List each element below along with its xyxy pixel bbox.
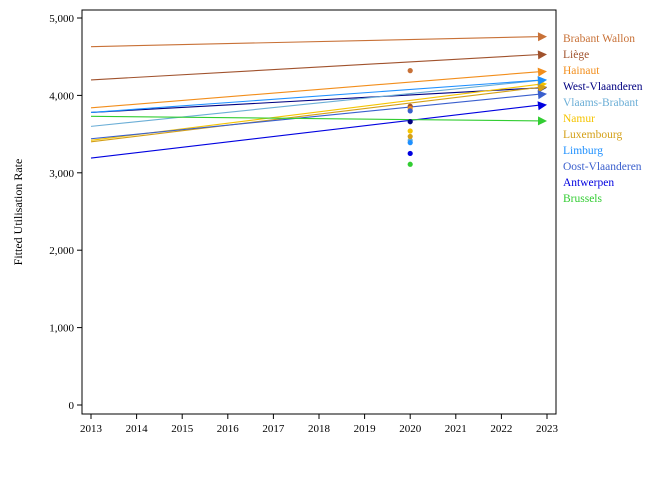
x-axis: 2013 2014 2015 2016 2017 2018 2019 2020 2021 2022… bbox=[80, 414, 559, 435]
series-line bbox=[90, 79, 544, 113]
y-tick-label: 5,000 bbox=[49, 13, 74, 25]
observed-point bbox=[407, 133, 413, 140]
observed-point bbox=[407, 140, 413, 146]
series-arrowhead bbox=[537, 90, 547, 100]
legend-entry: Brussels bbox=[563, 193, 603, 205]
series-lines bbox=[90, 32, 547, 159]
observed-points bbox=[407, 68, 413, 167]
series-line bbox=[90, 70, 544, 109]
series-line bbox=[90, 79, 544, 127]
series-arrowhead bbox=[537, 67, 547, 77]
series-line bbox=[90, 115, 544, 122]
legend-entry: Hainaut bbox=[563, 65, 600, 77]
x-tick-label: 2015 bbox=[171, 423, 194, 435]
observed-point bbox=[407, 119, 413, 125]
x-tick-label: 2020 bbox=[399, 423, 422, 435]
x-tick-label: 2019 bbox=[354, 423, 377, 435]
y-axis: 0 1,000 2,000 3,000 4,000 5,000 bbox=[49, 13, 82, 412]
observed-point bbox=[407, 150, 413, 157]
x-tick-label: 2016 bbox=[217, 423, 240, 435]
legend-entry: Namur bbox=[563, 113, 595, 125]
legend-entry: West-Vlaanderen bbox=[563, 81, 643, 93]
series-line bbox=[90, 36, 544, 48]
x-tick-label: 2023 bbox=[536, 423, 559, 435]
legend-entry: Limburg bbox=[563, 145, 603, 157]
y-axis-label: Fitted Utilisation Rate bbox=[11, 159, 25, 266]
series-arrowhead bbox=[537, 116, 547, 126]
observed-point bbox=[407, 161, 413, 167]
x-tick-label: 2018 bbox=[308, 423, 331, 435]
x-tick-label: 2021 bbox=[445, 423, 467, 435]
x-tick-label: 2013 bbox=[80, 423, 103, 435]
plot-frame bbox=[81, 9, 557, 415]
y-tick-label: 0 bbox=[69, 400, 75, 412]
x-tick-label: 2022 bbox=[490, 423, 512, 435]
series-arrowhead bbox=[537, 83, 547, 93]
series-line bbox=[90, 86, 544, 143]
series-arrowhead bbox=[537, 76, 547, 86]
series-arrowhead bbox=[537, 101, 547, 111]
x-tick-label: 2017 bbox=[262, 423, 285, 435]
legend: Brabant Wallon Liège Hainaut West-Vlaandere… bbox=[563, 33, 643, 205]
series-arrowhead bbox=[537, 32, 547, 42]
observed-point bbox=[407, 108, 413, 114]
y-tick-label: 2,000 bbox=[49, 245, 74, 257]
y-tick-label: 4,000 bbox=[49, 90, 74, 102]
series-line bbox=[90, 53, 544, 81]
observed-point bbox=[407, 68, 413, 74]
legend-entry: Liège bbox=[563, 49, 589, 61]
y-tick-label: 3,000 bbox=[49, 168, 74, 180]
x-tick-label: 2014 bbox=[126, 423, 149, 435]
legend-entry: Luxembourg bbox=[563, 129, 622, 141]
series-line bbox=[90, 104, 544, 159]
legend-entry: Brabant Wallon bbox=[563, 33, 635, 45]
legend-entry: Oost-Vlaanderen bbox=[563, 161, 642, 173]
observed-point bbox=[407, 128, 413, 134]
legend-entry: Antwerpen bbox=[563, 177, 614, 189]
series-line bbox=[90, 87, 544, 113]
series-line bbox=[90, 93, 544, 140]
series-arrowhead bbox=[537, 50, 547, 60]
y-tick-label: 1,000 bbox=[49, 323, 74, 335]
legend-entry: Vlaams-Brabant bbox=[563, 97, 639, 109]
